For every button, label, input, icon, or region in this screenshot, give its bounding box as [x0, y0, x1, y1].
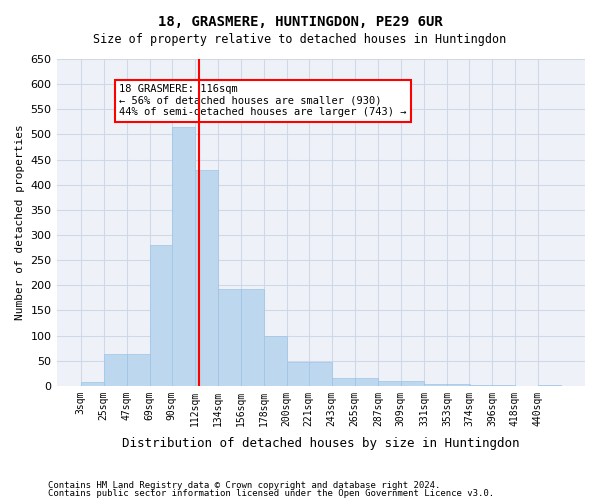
Bar	[309, 362, 332, 386]
Bar	[149, 245, 173, 386]
Bar	[264, 336, 287, 386]
Bar	[447, 384, 470, 386]
Bar	[127, 354, 149, 386]
Bar	[80, 382, 104, 386]
Bar	[355, 378, 378, 386]
Bar	[424, 384, 447, 386]
Bar	[241, 290, 264, 386]
X-axis label: Distribution of detached houses by size in Huntingdon: Distribution of detached houses by size …	[122, 437, 520, 450]
Text: Size of property relative to detached houses in Huntingdon: Size of property relative to detached ho…	[94, 32, 506, 46]
Bar	[218, 290, 241, 386]
Text: Contains public sector information licensed under the Open Government Licence v3: Contains public sector information licen…	[48, 488, 494, 498]
Text: 18 GRASMERE: 116sqm
← 56% of detached houses are smaller (930)
44% of semi-detac: 18 GRASMERE: 116sqm ← 56% of detached ho…	[119, 84, 407, 117]
Bar	[287, 362, 310, 386]
Bar	[332, 378, 355, 386]
Bar	[104, 354, 127, 386]
Text: Contains HM Land Registry data © Crown copyright and database right 2024.: Contains HM Land Registry data © Crown c…	[48, 481, 440, 490]
Bar	[172, 127, 194, 386]
Text: 18, GRASMERE, HUNTINGDON, PE29 6UR: 18, GRASMERE, HUNTINGDON, PE29 6UR	[158, 15, 442, 29]
Y-axis label: Number of detached properties: Number of detached properties	[15, 124, 25, 320]
Bar	[378, 381, 401, 386]
Bar	[538, 385, 561, 386]
Bar	[194, 170, 218, 386]
Bar	[401, 381, 424, 386]
